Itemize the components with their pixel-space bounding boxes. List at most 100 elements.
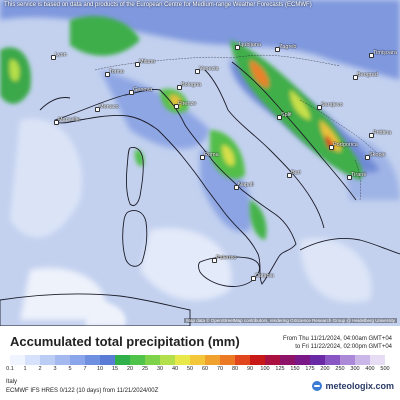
color-scale-ticks: 0.1 1 2 3 5 7 10 15 20 25 30 40 50 60 70 80 90 100 125 150 1… [4, 366, 394, 374]
city-label: Napoli [234, 182, 254, 190]
city-label: Roma [200, 152, 219, 160]
coastlines [0, 61, 400, 326]
color-swatch [220, 355, 235, 365]
color-swatch [10, 355, 25, 365]
city-label: Timișoara [369, 50, 397, 58]
color-swatch [25, 355, 40, 365]
city-label: Bari [287, 170, 301, 178]
city-label: Ljubljana [234, 42, 262, 50]
city-label: Podgorica [329, 142, 358, 150]
scale-tick-label: 40 [171, 366, 179, 372]
map-canvas [0, 0, 400, 326]
scale-tick-label: 60 [201, 366, 209, 372]
scale-tick-label: 70 [216, 366, 224, 372]
color-swatch [190, 355, 205, 365]
border-bosnia-serbia [299, 99, 381, 157]
border-slovenia-croatia [229, 54, 341, 67]
city-label: Beograd [353, 72, 378, 80]
brand-logo[interactable]: meteologix.com [312, 381, 394, 391]
scale-tick-label: 250 [335, 366, 345, 372]
legend-title: Accumulated total precipitation (mm) [10, 334, 240, 349]
coast-adriatic-west [204, 69, 325, 229]
coast-adriatic-east [231, 61, 357, 201]
scale-tick-label: 300 [350, 366, 360, 372]
scale-tick-label: 1 [23, 366, 27, 372]
period-from: From Thu 11/21/2024, 04:00am GMT+04 [282, 336, 392, 342]
scale-tick-label: 10 [96, 366, 104, 372]
color-swatch [85, 355, 100, 365]
border-alps [94, 56, 231, 71]
scale-tick-label: 0.1 [6, 366, 14, 372]
color-swatch [115, 355, 130, 365]
border-balkans-south [354, 159, 362, 201]
color-swatch [100, 355, 115, 365]
scale-tick-label: 50 [186, 366, 194, 372]
color-swatch [160, 355, 175, 365]
color-swatch [280, 355, 295, 365]
scale-tick-label: 15 [111, 366, 119, 372]
color-swatch [235, 355, 250, 365]
scale-tick-label: 5 [68, 366, 72, 372]
city-label: Palermo [211, 255, 237, 263]
color-swatch [145, 355, 160, 365]
city-label: Catania [251, 273, 274, 281]
scale-tick-label: 30 [156, 366, 164, 372]
city-label: Split [277, 112, 292, 120]
color-swatch [325, 355, 340, 365]
color-swatch [55, 355, 70, 365]
color-swatch [265, 355, 280, 365]
city-label: Priština [368, 130, 392, 138]
city-label: Tiranë [346, 172, 367, 180]
city-label: Lyon [51, 52, 67, 60]
city-label: Zagreb [274, 44, 297, 52]
coast-north-africa [0, 293, 191, 326]
color-scale-bar [10, 355, 385, 365]
coast-sardinia [122, 210, 148, 267]
scale-tick-label: 80 [231, 366, 239, 372]
color-swatch [370, 355, 385, 365]
color-swatch [250, 355, 265, 365]
brand-name: meteologix.com [325, 381, 394, 391]
coast-sicily [198, 256, 260, 287]
color-swatch [310, 355, 325, 365]
scale-tick-label: 125 [275, 366, 285, 372]
model-info: ECMWF IFS HRES 0/122 (10 days) from 11/2… [6, 388, 159, 394]
region-label: Italy [6, 379, 18, 385]
city-label: Sarajevo [317, 102, 343, 110]
scale-tick-label: 400 [365, 366, 375, 372]
scale-tick-label: 25 [141, 366, 149, 372]
scale-tick-label: 2 [38, 366, 42, 372]
coast-france [39, 97, 71, 111]
color-swatch [355, 355, 370, 365]
country-borders [94, 54, 381, 201]
city-label: Firenze [173, 101, 197, 109]
scale-tick-label: 3 [53, 366, 57, 372]
map-data-attribution: Map data © OpenStreetMap contributors, r… [184, 318, 397, 323]
scale-tick-label: 200 [320, 366, 330, 372]
precipitation-map: This service is based on data and produc… [0, 0, 400, 326]
city-label: Skopje [365, 152, 386, 160]
color-swatch [340, 355, 355, 365]
period-to: to Fri 11/22/2024, 02:00pm GMT+04 [295, 344, 392, 350]
scale-tick-label: 500 [380, 366, 390, 372]
color-swatch [130, 355, 145, 365]
city-label: Bologna [176, 82, 202, 90]
scale-tick-label: 20 [126, 366, 134, 372]
meteologix-logo-icon [312, 381, 323, 391]
coast-greece [299, 238, 400, 255]
color-swatch [175, 355, 190, 365]
color-swatch [295, 355, 310, 365]
coast-corsica [126, 147, 144, 207]
city-label: Venezia [195, 66, 219, 74]
ecmwf-attribution: This service is based on data and produc… [4, 2, 312, 8]
city-label: Torino [105, 69, 124, 77]
color-swatch [40, 355, 55, 365]
scale-tick-label: 100 [260, 366, 270, 372]
city-label: Genova [128, 87, 153, 95]
scale-tick-label: 7 [83, 366, 87, 372]
scale-tick-label: 90 [246, 366, 254, 372]
color-swatch [70, 355, 85, 365]
color-swatch [205, 355, 220, 365]
city-label: Monaco [95, 104, 119, 112]
city-label: Marseille [53, 117, 81, 125]
